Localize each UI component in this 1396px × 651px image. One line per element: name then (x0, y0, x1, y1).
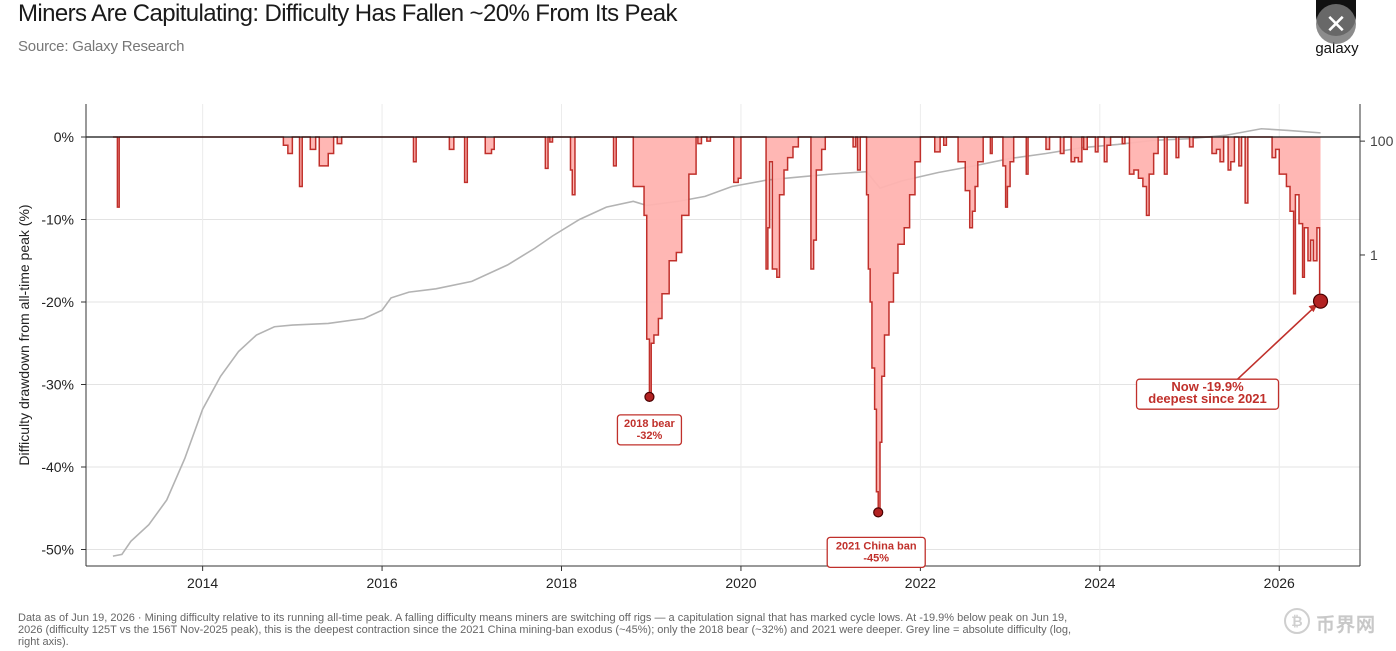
annotation-label: deepest since 2021 (1148, 391, 1267, 406)
y-tick-label: 0% (54, 129, 74, 145)
annotation-arrow (1236, 304, 1318, 380)
annotation-marker (1312, 293, 1329, 309)
logo-text: galaxy (1315, 40, 1359, 57)
bitcoin-icon: ₿ (1284, 608, 1310, 634)
difficulty-line (112, 127, 1321, 557)
chart-area: 0% -10% -20% -30% -40% -50% 2014 2016 2018 2020 20… (16, 104, 1394, 591)
annotation-label: -45% (863, 552, 889, 564)
footnote: Data as of Jun 19, 2026 · Mining difficu… (18, 612, 1072, 648)
y2-tick-label: 1 (1370, 247, 1378, 263)
x-tick-label: 2024 (1084, 575, 1115, 591)
annotation-marker (873, 507, 884, 518)
annotation-marker (644, 391, 655, 402)
chart-title: Miners Are Capitulating: Difficulty Has … (18, 0, 677, 27)
y2-tick-label: 100 (1370, 133, 1394, 149)
annotation-label: Now -19.9% (1171, 379, 1244, 394)
x-tick-label: 2026 (1264, 575, 1295, 591)
y-tick-label: -40% (41, 459, 74, 475)
chart-source: Source: Galaxy Research (18, 38, 185, 55)
x-tick-label: 2016 (366, 575, 397, 591)
watermark: ₿ 币界网 (1284, 606, 1388, 640)
y-axis-label: Difficulty drawdown from all-time peak (… (16, 204, 32, 465)
close-icon: ✕ (1325, 9, 1347, 39)
watermark-text: 币界网 (1316, 615, 1377, 636)
annotation-label: 2018 bear (624, 418, 675, 430)
annotation-box (616, 414, 683, 446)
x-tick-label: 2018 (546, 575, 577, 591)
x-tick-label: 2022 (905, 575, 936, 591)
y-tick-label: -20% (41, 294, 74, 310)
y-tick-label: -50% (41, 542, 74, 558)
y-tick-label: -30% (41, 377, 74, 393)
annotation-label: -32% (637, 430, 663, 442)
y-tick-label: -10% (41, 212, 74, 228)
x-tick-label: 2020 (725, 575, 756, 591)
drawdown-line (112, 136, 1321, 514)
x-tick-label: 2014 (187, 575, 218, 591)
close-button[interactable]: ✕ (1316, 4, 1356, 44)
annotation-label: 2021 China ban (836, 540, 917, 552)
annotation-box (1135, 378, 1280, 410)
annotation-box (826, 536, 926, 569)
